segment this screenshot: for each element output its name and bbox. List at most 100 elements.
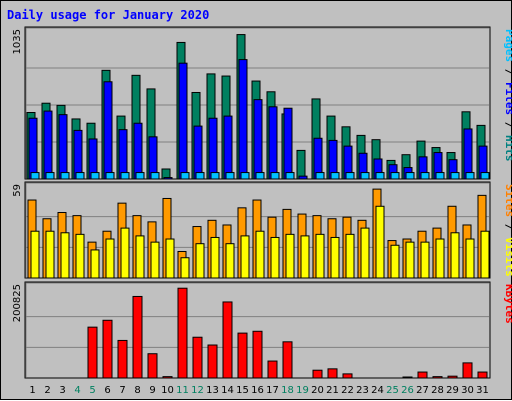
bar-pages-day-26	[405, 172, 415, 180]
bar-files-day-11	[178, 62, 188, 180]
bar-kbytes-day-7	[117, 339, 128, 379]
bar-pages-day-17	[270, 172, 280, 180]
bar-files-day-10	[163, 177, 173, 180]
bar-kbytes-day-11	[177, 287, 188, 379]
bar-pages-day-8	[135, 172, 145, 180]
x-tick-label-day-29: 29	[446, 385, 459, 396]
bar-sites-day-27	[420, 241, 430, 279]
bar-kbytes-day-8	[132, 295, 143, 379]
x-tick-label-day-6: 6	[104, 385, 110, 396]
bar-kbytes-day-16	[252, 330, 263, 379]
bar-files-day-30	[463, 128, 473, 180]
bar-files-day-4	[73, 129, 83, 180]
x-tick-label-day-21: 21	[326, 385, 339, 396]
bar-pages-day-3	[60, 172, 70, 180]
x-tick-label-day-20: 20	[311, 385, 324, 396]
y-max-label-kbytes: 200825	[12, 284, 23, 322]
x-tick-label-day-17: 17	[266, 385, 279, 396]
side-legend-part: Sites	[503, 184, 512, 217]
side-legend-part: /	[503, 217, 512, 237]
x-tick-label-day-10: 10	[161, 385, 174, 396]
bar-pages-day-1	[30, 172, 40, 180]
bar-sites-day-7	[120, 227, 130, 279]
x-tick-label-day-12: 12	[191, 385, 204, 396]
x-tick-label-day-24: 24	[371, 385, 384, 396]
side-legend-part: KBytes	[503, 284, 512, 324]
bar-kbytes-day-14	[222, 301, 233, 379]
x-tick-label-day-31: 31	[476, 385, 489, 396]
bar-pages-day-16	[255, 172, 265, 180]
bar-kbytes-day-21	[327, 368, 338, 379]
bar-sites-day-25	[390, 244, 400, 279]
y-max-label-sites-visits: 59	[12, 184, 23, 197]
bar-kbytes-day-26	[402, 376, 413, 379]
bar-sites-day-2	[45, 230, 55, 279]
bar-pages-day-13	[210, 172, 220, 180]
bar-kbytes-day-22	[342, 373, 353, 379]
bar-sites-day-3	[60, 232, 70, 279]
bar-kbytes-day-15	[237, 332, 248, 379]
bar-kbytes-day-29	[447, 375, 458, 379]
bar-kbytes-day-6	[102, 319, 113, 379]
bar-sites-day-22	[345, 233, 355, 279]
side-legend-part: Visits	[503, 237, 512, 277]
bar-kbytes-day-9	[147, 353, 158, 379]
bar-sites-day-8	[135, 235, 145, 279]
y-max-label-pages-files-hits: 1035	[12, 29, 23, 54]
x-tick-label-day-2: 2	[44, 385, 50, 396]
bar-pages-day-25	[390, 172, 400, 180]
x-tick-label-day-11: 11	[176, 385, 189, 396]
x-tick-label-day-13: 13	[206, 385, 219, 396]
bar-files-day-19	[298, 175, 308, 180]
bar-kbytes-day-17	[267, 360, 278, 379]
x-tick-label-day-23: 23	[356, 385, 369, 396]
bar-pages-day-12	[195, 172, 205, 180]
bar-sites-day-12	[195, 243, 205, 279]
bar-files-day-3	[58, 114, 68, 180]
bar-sites-day-24	[375, 205, 385, 279]
bar-sites-day-4	[75, 233, 85, 279]
bar-sites-day-23	[360, 227, 370, 279]
bar-pages-day-4	[75, 172, 85, 180]
bar-kbytes-day-31	[477, 371, 488, 379]
bar-pages-day-15	[240, 172, 250, 180]
bar-pages-day-2	[45, 172, 55, 180]
bar-files-day-18	[283, 107, 293, 180]
side-legend-pages-files-hits: Pages / Files / Hits	[503, 29, 512, 162]
bar-kbytes-day-30	[462, 362, 473, 379]
bar-sites-day-31	[480, 230, 490, 279]
bar-pages-day-5	[90, 172, 100, 180]
bar-kbytes-day-5	[87, 326, 98, 379]
x-tick-label-day-4: 4	[74, 385, 80, 396]
bar-files-day-17	[268, 106, 278, 180]
bar-pages-day-31	[480, 172, 490, 180]
bar-pages-day-20	[315, 172, 325, 180]
bar-sites-day-15	[240, 235, 250, 279]
x-tick-label-day-7: 7	[119, 385, 125, 396]
bar-kbytes-day-10	[162, 376, 173, 379]
bar-pages-day-9	[150, 172, 160, 180]
bar-sites-day-30	[465, 238, 475, 279]
bar-sites-day-11	[180, 257, 190, 279]
bar-pages-day-24	[375, 172, 385, 180]
side-legend-part: Hits	[503, 135, 512, 162]
x-tick-label-day-15: 15	[236, 385, 249, 396]
bar-files-day-12	[193, 125, 203, 180]
x-tick-label-day-9: 9	[149, 385, 155, 396]
bar-sites-day-28	[435, 238, 445, 279]
x-tick-label-day-1: 1	[29, 385, 35, 396]
x-tick-label-day-5: 5	[89, 385, 95, 396]
side-legend-part: /	[503, 115, 512, 135]
bar-kbytes-day-28	[432, 376, 443, 379]
bar-sites-day-21	[330, 236, 340, 279]
bar-pages-day-30	[465, 172, 475, 180]
bar-pages-day-7	[120, 172, 130, 180]
x-tick-label-day-14: 14	[221, 385, 234, 396]
x-tick-label-day-16: 16	[251, 385, 264, 396]
bar-sites-day-9	[150, 241, 160, 279]
bar-pages-day-23	[360, 172, 370, 180]
bar-pages-day-21	[330, 172, 340, 180]
bar-kbytes-day-13	[207, 344, 218, 379]
x-tick-label-day-22: 22	[341, 385, 354, 396]
